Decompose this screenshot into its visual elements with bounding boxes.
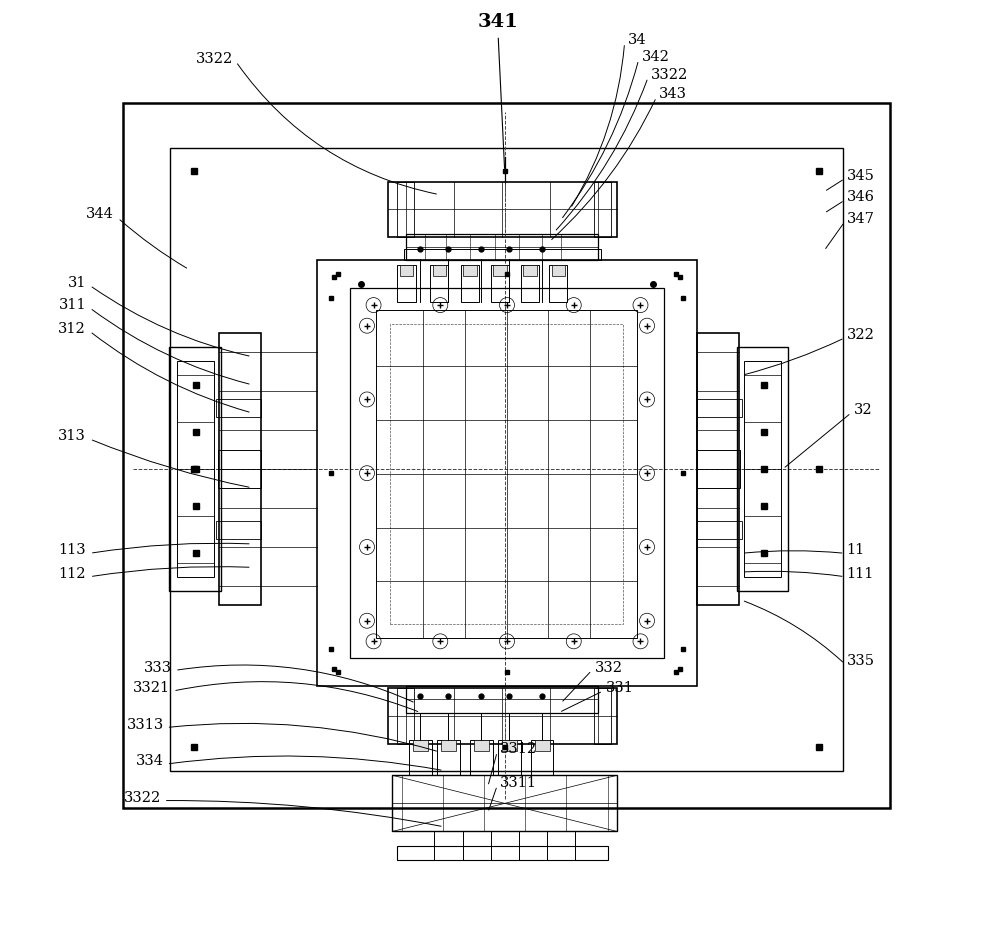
Bar (169, 347, 221, 591)
Bar (406, 687, 598, 713)
Text: 311: 311 (58, 298, 86, 312)
Bar (219, 333, 261, 605)
Text: 3322: 3322 (124, 791, 161, 805)
Bar (744, 361, 781, 577)
Text: 341: 341 (478, 13, 519, 31)
Bar (390, 324, 623, 624)
Text: 333: 333 (144, 660, 172, 674)
Bar (388, 182, 617, 236)
Bar (493, 265, 507, 276)
Bar (397, 182, 414, 236)
Bar (437, 740, 460, 776)
Bar (404, 249, 601, 260)
Text: 347: 347 (847, 212, 874, 226)
Text: 313: 313 (58, 430, 86, 444)
Bar (170, 148, 843, 771)
Text: 31: 31 (68, 276, 86, 290)
Bar (474, 740, 489, 751)
Bar (697, 450, 740, 488)
Text: 343: 343 (659, 87, 687, 101)
Text: 312: 312 (58, 322, 86, 336)
Bar (594, 688, 611, 745)
Bar (433, 265, 446, 276)
Text: 322: 322 (847, 328, 874, 342)
Bar (406, 234, 598, 260)
Bar (441, 740, 456, 751)
Text: 331: 331 (606, 681, 634, 695)
Bar (552, 265, 565, 276)
Bar (461, 265, 479, 302)
Bar (470, 740, 493, 776)
Bar (549, 265, 567, 302)
Bar (531, 740, 553, 776)
Text: 111: 111 (847, 567, 874, 581)
Bar (397, 688, 414, 745)
Bar (697, 399, 742, 417)
Text: 3321: 3321 (133, 681, 170, 695)
Text: 334: 334 (136, 754, 164, 768)
Bar (535, 740, 550, 751)
Text: 332: 332 (595, 660, 623, 674)
Bar (491, 265, 509, 302)
Text: 346: 346 (847, 190, 875, 204)
Text: 34: 34 (627, 33, 646, 47)
Bar (498, 740, 521, 776)
Bar (400, 265, 413, 276)
Bar (737, 347, 788, 591)
Text: 3312: 3312 (500, 742, 537, 756)
Bar (218, 450, 261, 488)
Bar (523, 265, 537, 276)
Bar (594, 182, 611, 236)
Text: 3322: 3322 (651, 68, 688, 82)
Text: 342: 342 (641, 50, 669, 64)
Bar (177, 361, 214, 577)
Bar (388, 688, 617, 745)
Bar (216, 399, 261, 417)
Bar (216, 521, 261, 539)
Text: 3322: 3322 (196, 52, 233, 66)
Bar (463, 265, 477, 276)
Text: 335: 335 (847, 654, 875, 668)
Text: 32: 32 (854, 403, 873, 417)
Bar (502, 740, 517, 751)
Bar (697, 521, 742, 539)
Text: 11: 11 (847, 543, 865, 557)
Bar (350, 288, 664, 658)
Text: 112: 112 (59, 567, 86, 581)
Bar (392, 776, 617, 831)
Bar (413, 740, 428, 751)
Bar (317, 260, 697, 687)
Bar (697, 333, 739, 605)
Text: 3313: 3313 (127, 718, 164, 732)
Bar (521, 265, 539, 302)
Text: 345: 345 (847, 169, 874, 183)
Bar (430, 265, 448, 302)
Text: 3311: 3311 (500, 776, 537, 790)
Bar (409, 740, 432, 776)
Bar (397, 845, 608, 859)
Text: 344: 344 (86, 207, 114, 221)
Bar (397, 265, 416, 302)
Bar (123, 103, 890, 808)
Text: 113: 113 (58, 543, 86, 557)
Bar (376, 310, 637, 638)
